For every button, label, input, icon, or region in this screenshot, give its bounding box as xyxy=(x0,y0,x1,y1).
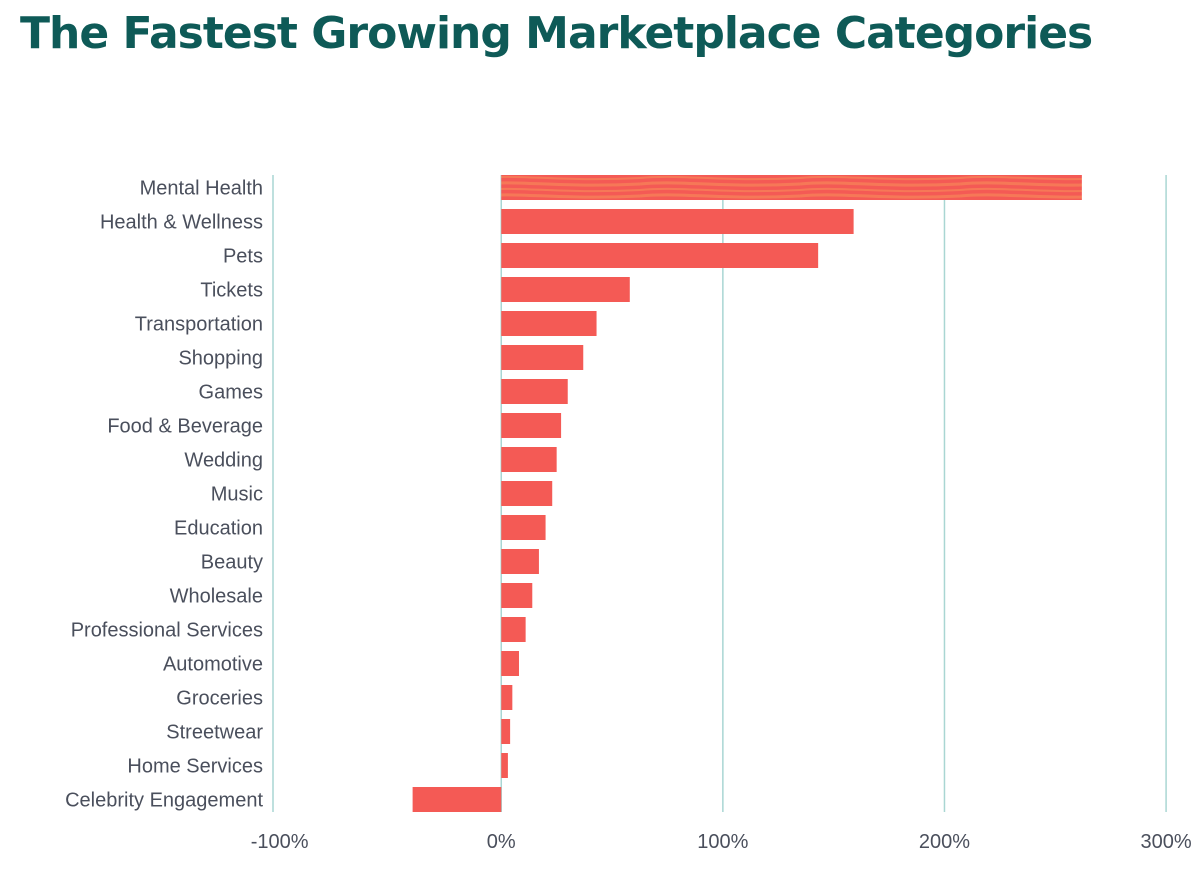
category-label: Shopping xyxy=(178,348,263,370)
x-tick-label: -100% xyxy=(251,831,309,853)
bar xyxy=(501,413,562,438)
bar xyxy=(501,243,819,268)
bar xyxy=(501,277,630,302)
category-label: Beauty xyxy=(201,552,263,574)
x-tick-label: 300% xyxy=(1141,831,1192,853)
bar xyxy=(501,753,508,778)
category-label: Pets xyxy=(223,246,263,268)
category-label: Tickets xyxy=(200,280,263,302)
bar xyxy=(501,515,546,540)
category-label: Automotive xyxy=(163,654,263,676)
bar xyxy=(501,481,553,506)
category-label: Wholesale xyxy=(170,586,263,608)
x-tick-label: 200% xyxy=(919,831,970,853)
bar xyxy=(501,651,519,676)
bar xyxy=(501,379,568,404)
category-labels: Mental Health Health & Wellness Pets Ticket… xyxy=(65,178,263,812)
category-label: Wedding xyxy=(184,450,263,472)
chart-title: The Fastest Growing Marketplace Categori… xyxy=(20,8,1093,59)
bar xyxy=(501,685,513,710)
category-label: Streetwear xyxy=(166,722,263,744)
category-label: Music xyxy=(211,484,263,506)
category-label: Education xyxy=(174,518,263,540)
grid-lines xyxy=(272,175,1167,812)
x-tick-labels: -100% 0% 100% 200% 300% xyxy=(251,831,1192,853)
category-label: Health & Wellness xyxy=(100,212,263,234)
category-label: Professional Services xyxy=(71,620,263,642)
category-label: Home Services xyxy=(127,756,263,778)
bar xyxy=(501,549,539,574)
category-label: Food & Beverage xyxy=(107,416,263,438)
bar xyxy=(501,447,557,472)
bar xyxy=(501,617,526,642)
category-label: Celebrity Engagement xyxy=(65,790,263,812)
bar xyxy=(501,175,1082,200)
bar xyxy=(501,719,511,744)
category-label: Groceries xyxy=(176,688,263,710)
bars xyxy=(412,175,1082,812)
category-label: Games xyxy=(199,382,263,404)
bar xyxy=(501,311,597,336)
bar xyxy=(501,583,533,608)
category-label: Transportation xyxy=(135,314,263,336)
bar xyxy=(501,209,854,234)
bar xyxy=(412,787,502,812)
x-tick-label: 100% xyxy=(697,831,748,853)
x-tick-label: 0% xyxy=(487,831,516,853)
bar xyxy=(501,345,584,370)
category-label: Mental Health xyxy=(140,178,263,200)
